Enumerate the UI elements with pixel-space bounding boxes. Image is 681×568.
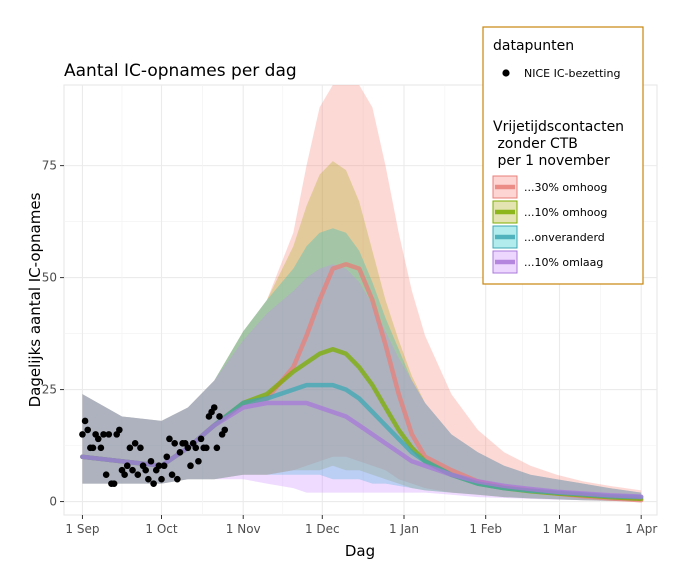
- observed-point: [158, 475, 165, 483]
- observed-point: [121, 471, 128, 478]
- median-line-10-omlaag: [80, 400, 644, 499]
- x-tick-label: 1 Feb: [469, 522, 502, 536]
- x-tick-label: 1 Oct: [145, 522, 177, 536]
- observed-point: [126, 444, 134, 452]
- legend-series-items: ...30% omhoog ...10% omhoog ...onveranderd…: [492, 175, 607, 274]
- y-tick-label: 50: [42, 271, 57, 285]
- observed-point: [131, 440, 139, 447]
- observed-point: [221, 426, 229, 434]
- band-10-omlaag: [82, 264, 642, 502]
- observed-point: [203, 444, 210, 452]
- observed-point: [84, 426, 92, 434]
- observed-point: [187, 462, 194, 470]
- x-axis-title: Dag: [345, 542, 375, 560]
- x-tick-label: 1 Mar: [542, 522, 576, 536]
- observed-point: [166, 435, 173, 443]
- observed-point: [116, 426, 123, 434]
- chart-title: Aantal IC-opnames per dag: [64, 61, 297, 81]
- legend-series-label: ...onveranderd: [524, 231, 605, 244]
- legend-series-title-3: per 1 november: [493, 153, 610, 169]
- observed-point: [142, 466, 150, 474]
- legend-points-title: datapunten: [493, 38, 574, 54]
- median-lines: [80, 261, 644, 503]
- observed-point: [174, 475, 181, 483]
- observed-point: [213, 444, 221, 452]
- x-tick-label: 1 Apr: [625, 522, 657, 536]
- observed-point: [147, 457, 155, 465]
- observed-point: [79, 431, 86, 438]
- legend-series-label: ...30% omhoog: [524, 181, 607, 194]
- observed-points: [79, 404, 229, 487]
- observed-point: [210, 404, 218, 411]
- observed-point: [100, 431, 107, 438]
- y-tick-label: 75: [42, 159, 57, 173]
- y-axis-title: Dagelijks aantal IC-opnames: [26, 192, 44, 407]
- legend-series-label: ...10% omlaag: [524, 256, 603, 269]
- legend-series-label: ...10% omhoog: [524, 206, 607, 219]
- observed-point: [197, 435, 205, 443]
- observed-point: [150, 480, 157, 487]
- observed-point: [216, 413, 223, 420]
- observed-point: [97, 444, 105, 452]
- y-tick-label: 0: [49, 495, 57, 509]
- observed-point: [137, 444, 144, 452]
- x-axis-ticks: 1 Sep 1 Oct 1 Nov 1 Dec 1 Jan 1 Feb 1 Mar 1 Apr: [65, 515, 657, 536]
- observed-point: [195, 457, 202, 465]
- observed-point: [134, 471, 142, 478]
- x-tick-label: 1 Nov: [226, 522, 261, 536]
- observed-point: [94, 435, 102, 443]
- observed-point: [105, 431, 113, 438]
- legend-series-title-2: zonder CTB: [493, 136, 578, 152]
- observed-point: [176, 448, 184, 456]
- observed-point: [192, 444, 200, 452]
- observed-point: [102, 471, 110, 478]
- observed-point: [89, 444, 97, 452]
- x-tick-label: 1 Sep: [65, 522, 99, 536]
- observed-point: [155, 462, 163, 470]
- observed-point: [81, 417, 89, 425]
- x-tick-label: 1 Dec: [305, 522, 340, 536]
- y-axis-ticks: 0 25 50 75: [42, 159, 64, 509]
- legend-box: [482, 26, 644, 285]
- observed-point: [123, 462, 131, 470]
- observed-point: [145, 475, 152, 483]
- legend-series-title-1: Vrijetijdscontacten: [493, 119, 624, 135]
- observed-point: [110, 480, 118, 487]
- legend-point-label: NICE IC-bezetting: [524, 67, 620, 80]
- observed-point: [129, 466, 136, 474]
- y-tick-label: 25: [42, 383, 57, 397]
- observed-point: [160, 462, 168, 470]
- observed-point: [184, 444, 192, 452]
- observed-point: [171, 440, 178, 447]
- band-30-omhoog: [82, 85, 642, 502]
- legend: datapunten NICE IC-bezetting Vrijetijdsc…: [482, 26, 644, 285]
- x-tick-label: 1 Jan: [389, 522, 419, 536]
- observed-point: [163, 453, 171, 461]
- legend-point-swatch: [502, 69, 510, 77]
- observed-point: [168, 471, 176, 478]
